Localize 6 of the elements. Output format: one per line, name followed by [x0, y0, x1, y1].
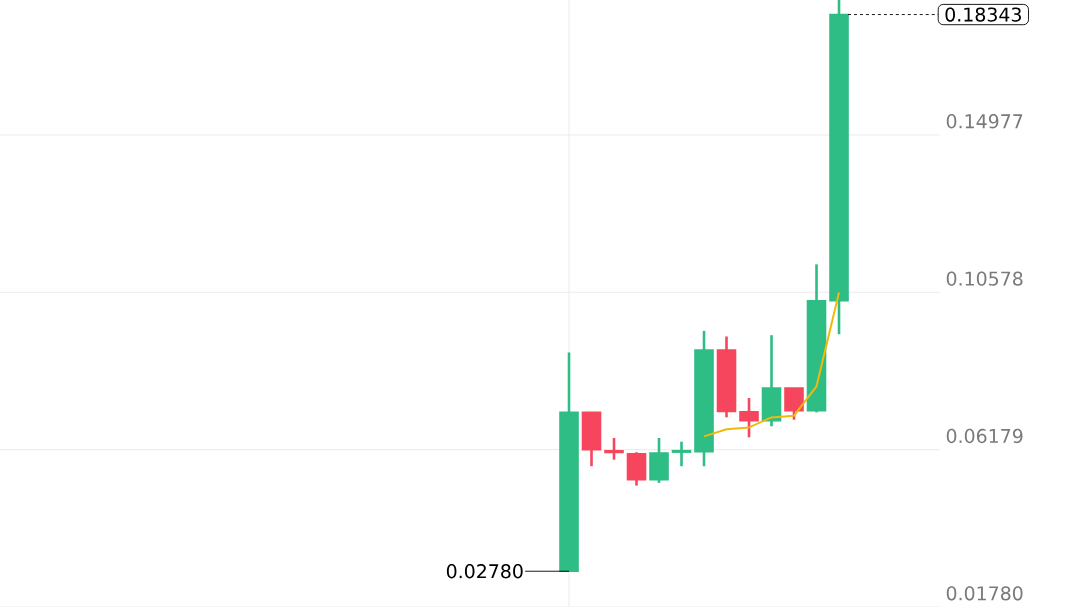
- y-tick-label: 0.06179: [946, 428, 1023, 444]
- y-tick-label: 0.10578: [946, 271, 1023, 286]
- y-tick-label: 0.01780: [946, 586, 1023, 601]
- text: 0.18343: [945, 7, 1021, 22]
- text: 0.02780: [446, 564, 523, 579]
- y-tick-label: 0.14977: [946, 114, 1023, 129]
